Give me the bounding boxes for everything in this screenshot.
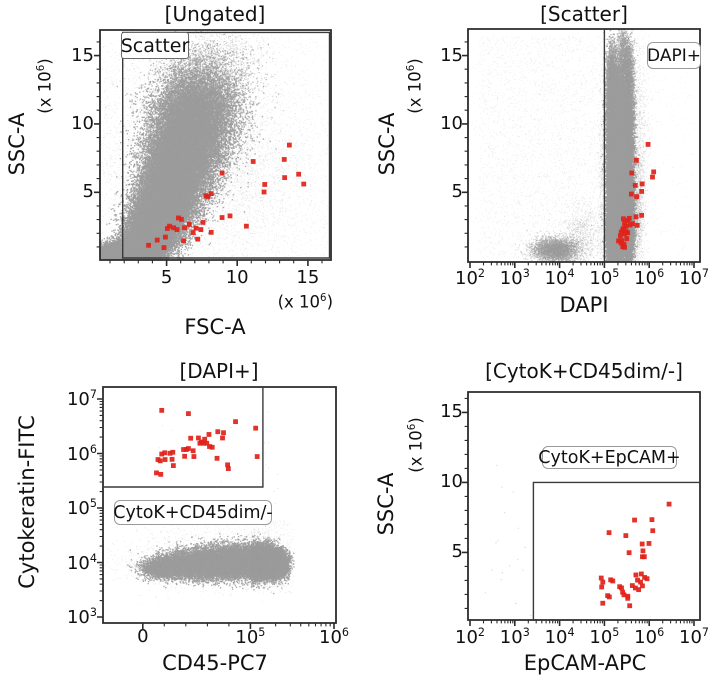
- x-tick-label: 106: [634, 267, 665, 289]
- x-tick-label: 10: [225, 267, 249, 288]
- y-tick-label: 10: [440, 471, 463, 493]
- gate-label-dapi-pos-text: DAPI+: [647, 45, 701, 66]
- gate-label-cytok-epcam: CytoK+EpCAM+: [538, 446, 681, 469]
- x-tick-label: 105: [235, 626, 266, 648]
- plot-area-ungated: [100, 30, 331, 260]
- x-tick-label: 106: [634, 626, 665, 648]
- y-axis-label-ssc-a-cytok: SSC-A: [374, 472, 398, 536]
- y-tick-label: 5: [82, 181, 94, 203]
- y-tick-label: 15: [440, 401, 463, 423]
- x-axis-label-fsc-a: FSC-A: [184, 315, 246, 339]
- y-tick-label: 104: [66, 551, 97, 574]
- y-axis-label-cytokeratin-fitc: Cytokeratin-FITC: [15, 415, 39, 589]
- y-tick-label: 5: [451, 541, 463, 563]
- x-axis-label-cd45-pc7: CD45-PC7: [162, 651, 268, 675]
- gate-label-cytok-cd45-text: CytoK+CD45dim/-: [113, 502, 273, 523]
- y-tick-label: 106: [66, 442, 97, 465]
- y-axis-multiplier-cytok: (x 106): [406, 417, 426, 473]
- y-tick-label: 107: [66, 388, 97, 410]
- x-axis-label-epcam-apc: EpCAM-APC: [523, 651, 647, 675]
- x-tick-label: 102: [454, 267, 486, 289]
- x-axis-multiplier-ungated: (x 106): [277, 292, 333, 312]
- y-tick-label: 15: [440, 44, 463, 66]
- y-tick-label: 103: [66, 606, 97, 628]
- x-tick-label: 107: [678, 267, 710, 289]
- x-tick-label: 0: [137, 626, 149, 647]
- x-tick-label: 15: [296, 267, 320, 288]
- x-tick-label: 5: [160, 267, 173, 288]
- plot-area-cytok-cd45: [468, 392, 700, 620]
- x-tick-label: 105: [589, 626, 620, 648]
- y-axis-multiplier-scatter: (x 106): [405, 58, 425, 114]
- y-tick-label: 5: [451, 181, 463, 203]
- gate-label-dapi-pos: DAPI+: [647, 42, 701, 69]
- x-tick-label: 104: [544, 626, 575, 648]
- y-tick-label: 15: [71, 44, 94, 66]
- panel-title-ungated: [Ungated]: [164, 2, 266, 26]
- x-axis-label-dapi: DAPI: [559, 293, 609, 317]
- panel-title-scatter: [Scatter]: [540, 2, 628, 26]
- y-axis-multiplier-ungated: (x 106): [35, 58, 55, 114]
- y-tick-label: 10: [440, 112, 463, 134]
- gate-label-scatter-text: Scatter: [120, 34, 190, 57]
- x-tick-label: 107: [678, 626, 710, 648]
- gate-label-scatter: Scatter: [121, 32, 189, 59]
- x-tick-label: 106: [318, 626, 350, 648]
- gate-label-cytok-epcam-text: CytoK+EpCAM+: [538, 447, 681, 468]
- x-tick-label: 103: [499, 267, 530, 289]
- y-tick-label: 10: [71, 112, 94, 134]
- x-tick-label: 102: [454, 626, 486, 648]
- x-tick-label: 105: [589, 267, 620, 289]
- x-tick-label: 104: [544, 267, 575, 289]
- y-axis-label-ssc-a-scatter: SSC-A: [375, 112, 399, 176]
- gate-label-cytok-cd45: CytoK+CD45dim/-: [113, 500, 273, 525]
- y-axis-label-ssc-a-ungated: SSC-A: [5, 112, 29, 176]
- panel-title-dapi-pos: [DAPI+]: [179, 359, 259, 383]
- y-tick-label: 105: [66, 497, 97, 519]
- panel-title-cytok-cd45: [CytoK+CD45dim/-]: [485, 359, 683, 383]
- x-tick-label: 103: [499, 626, 530, 648]
